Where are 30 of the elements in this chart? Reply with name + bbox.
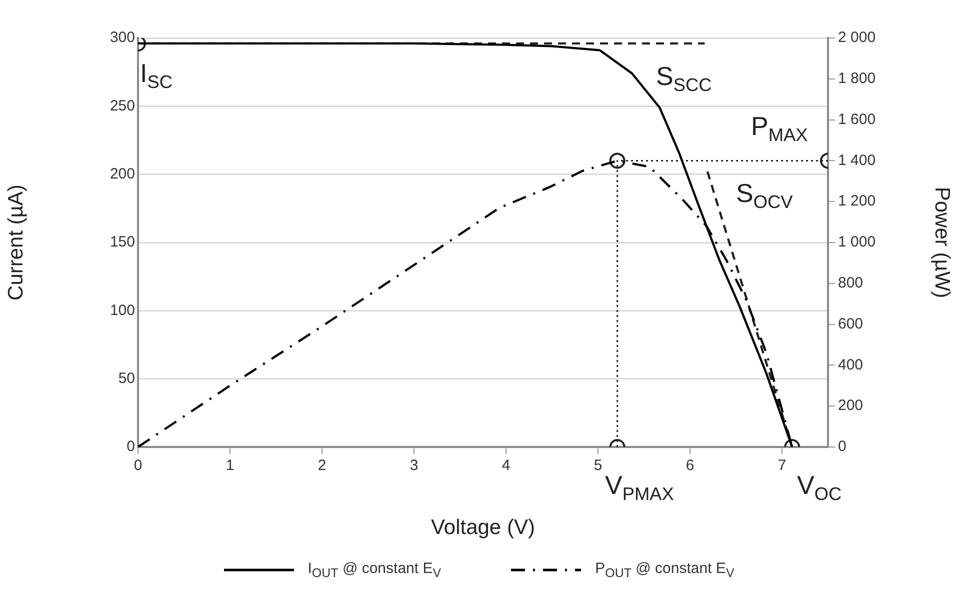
y-tick-label: 300	[110, 29, 135, 46]
x-tick-label: 7	[778, 457, 786, 474]
x-tick-label: 5	[594, 457, 602, 474]
y2-tick-label: 400	[838, 356, 864, 374]
y2-tick-label: 800	[838, 274, 864, 292]
x-tick-label: 6	[686, 457, 694, 474]
y2-tick-label: 0	[838, 438, 846, 456]
x-tick-label: 4	[502, 457, 510, 474]
y-tick-label: 150	[110, 234, 135, 251]
y2-tick-label: 1 600	[838, 110, 876, 128]
y-tick-label: 250	[110, 97, 135, 114]
y2-tick-label: 1 200	[838, 192, 876, 210]
legend-label: I$_{OUT}$ @ constant E$_{V}$	[308, 560, 442, 580]
y2-axis-title: Power (µW)	[930, 186, 954, 298]
y-tick-label: 50	[118, 370, 135, 387]
y2-tick-label: 1 800	[838, 70, 876, 88]
y2-tick-label: 2 000	[838, 29, 876, 46]
legend-label: P$_{OUT}$ @ constant E$_{V}$	[595, 560, 734, 580]
y2-tick-label: 200	[838, 397, 864, 414]
x-tick-label: 1	[226, 457, 234, 474]
y2-tick-label: 600	[838, 315, 864, 332]
x-axis-title: Voltage (V)	[431, 516, 535, 540]
y2-tick-label: 1 400	[838, 152, 876, 169]
x-tick-label: 3	[410, 457, 418, 474]
x-tick-label: 2	[318, 457, 326, 474]
y2-tick-label: 1 000	[838, 234, 876, 251]
y-tick-label: 100	[110, 302, 135, 319]
y-tick-label: 0	[126, 438, 135, 456]
y-axis-title: Current (µA)	[4, 184, 28, 300]
y-tick-label: 200	[110, 165, 135, 182]
